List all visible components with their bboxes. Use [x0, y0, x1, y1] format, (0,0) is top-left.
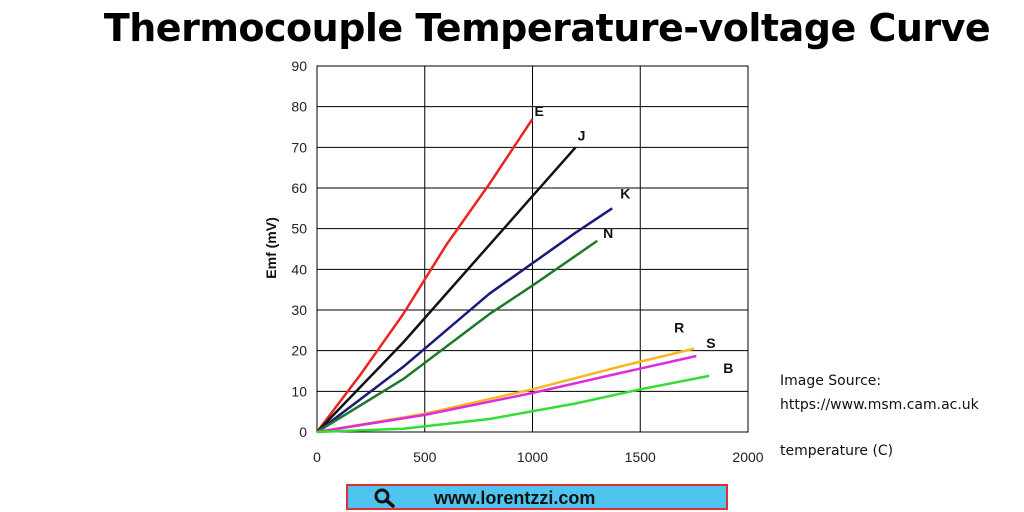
y-axis-label: Emf (mV) [263, 217, 279, 278]
series-label-K: K [620, 185, 630, 201]
series-layer [316, 118, 710, 434]
x-axis-label: temperature (C) [780, 443, 894, 459]
series-line-B [316, 374, 710, 434]
search-icon [374, 488, 395, 508]
watermark-banner: www.lorentzzi.com [346, 484, 728, 510]
source-label: Image Source: [780, 373, 882, 389]
x-tick-label: 2000 [732, 449, 763, 465]
y-tick-label: 30 [291, 302, 307, 318]
series-line-K [316, 207, 613, 433]
x-tick-label: 1500 [625, 449, 656, 465]
y-tick-label: 50 [291, 221, 307, 237]
source-url: https://www.msm.cam.ac.uk [780, 397, 979, 413]
series-line-E [316, 118, 534, 433]
series-labels: E J K N R SB [535, 103, 734, 376]
series-line-S [316, 354, 697, 434]
x-tick-label: 500 [413, 449, 437, 465]
x-tick-label: 0 [313, 449, 321, 465]
watermark-text: www.lorentzzi.com [434, 488, 596, 508]
chart-title: Thermocouple Temperature-voltage Curve [103, 6, 991, 50]
series-line-J [316, 146, 577, 433]
y-tick-label: 0 [299, 424, 307, 440]
series-label-R: R [674, 320, 684, 336]
plot-frame [316, 65, 749, 433]
series-line-N [316, 239, 598, 434]
series-label-N: N [603, 225, 613, 241]
series-label-E: E [535, 103, 544, 119]
series-label-S: S [706, 335, 715, 351]
y-tick-label: 20 [291, 343, 307, 359]
y-tick-label: 90 [291, 58, 307, 74]
y-tick-label: 60 [291, 180, 307, 196]
x-tick-label: 1000 [517, 449, 548, 465]
series-label-J: J [578, 127, 586, 143]
y-tick-label: 10 [291, 383, 307, 399]
tick-labels: 0 10 20 30 40 50 60 70 80 90 0 500 1000 1500 2000 [291, 58, 763, 465]
y-tick-label: 40 [291, 261, 307, 277]
y-tick-label: 80 [291, 99, 307, 115]
y-tick-label: 70 [291, 139, 307, 155]
series-label-B: B [723, 360, 733, 376]
